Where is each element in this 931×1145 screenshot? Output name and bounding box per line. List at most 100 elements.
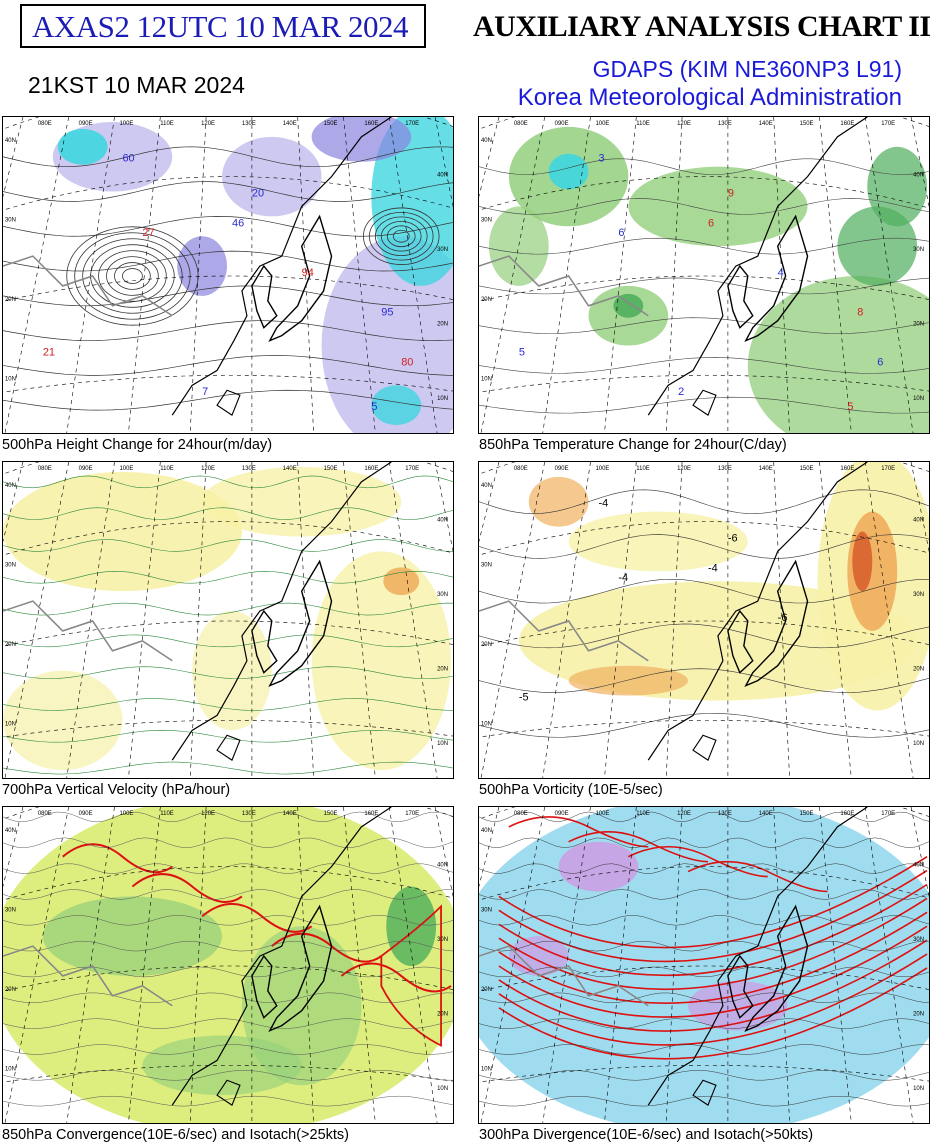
contour-line [3,915,453,926]
latitude-label: 20N [481,297,492,303]
latitude-label: 20N [913,322,924,328]
longitude-label: 100E [595,811,609,817]
latitude-label: 10N [481,376,492,382]
contour-line [90,244,175,308]
map-canvas: 080E 090E 100E 110E 120E 130E 140E 150E 160E 170E… [479,117,929,433]
latitude-label: 30N [913,592,924,598]
contour-value-label: 80 [401,356,413,368]
latitude-line [3,720,453,738]
isotach-line [62,843,173,874]
latitude-label: 30N [437,937,448,943]
latlon-grid [479,807,929,1123]
panel-700hpa-vertical-velocity: 080E 090E 100E 110E 120E 130E 140E 150E 160E 170E… [2,461,454,779]
chart-title: AUXILIARY ANALYSIS CHART II [473,10,931,43]
shaded-area [3,471,242,592]
latitude-line [3,275,453,302]
contour-line [479,623,929,649]
caption-300hpa-divergence: 300hPa Divergence(10E-6/sec) and Isotach… [479,1127,814,1143]
longitude-line [343,807,376,1123]
isotach-line [498,869,928,963]
latitude-line [479,275,929,302]
shaded-area [42,896,223,976]
shaded-area [192,611,272,731]
contour-value-label: -4 [708,562,718,574]
longitude-line [604,117,637,433]
longitude-label: 080E [514,811,528,817]
longitude-label: 090E [79,466,93,472]
contour-line [3,571,453,584]
field-shading [3,466,453,775]
contour-line [3,181,453,202]
contour-line [3,507,453,520]
korea-peninsula [251,264,278,329]
longitude-label: 120E [201,121,215,127]
latlon-grid [3,807,453,1123]
contour-value-label: 7 [202,386,208,398]
shaded-area [568,665,689,696]
latitude-label: 30N [437,247,448,253]
longitude-line [128,117,161,433]
contour-value-label: 2 [678,386,684,398]
contour-line [3,475,453,489]
longitude-label: 170E [405,466,419,472]
longitude-label: 150E [324,811,338,817]
coastline [3,807,392,1106]
isotach-line [508,816,649,848]
field-shading [479,807,929,1123]
longitude-line [864,117,914,433]
latitude-label: 10N [437,1086,448,1092]
map-canvas: 080E 090E 100E 110E 120E 130E 140E 150E 160E 170E… [3,462,453,778]
japan-islands [268,214,333,342]
isotach-line [201,903,313,933]
longitude-line [388,117,438,433]
field-shading [479,462,929,738]
latitude-label: 30N [481,217,492,223]
china-coastline [647,807,868,1106]
chart-code-box: AXAS2 12UTC 10 MAR 2024 [20,4,426,48]
longitude-line [864,462,914,778]
latitude-line [3,375,453,393]
longitude-label: 110E [160,121,174,127]
contour-line [3,863,453,874]
longitude-line [343,117,376,433]
longitude-label: 080E [38,811,52,817]
longitude-line [189,462,207,778]
panel-300hpa-divergence: 080E 090E 100E 110E 120E 130E 140E 150E 160E 170E… [478,806,930,1124]
contour-value-label: 60 [122,153,134,165]
china-coastline [647,462,868,761]
latitude-label: 30N [5,907,16,913]
coastline [3,117,392,416]
latitude-label: 40N [481,483,492,489]
korea-peninsula [727,264,754,329]
longitude-line [604,807,637,1123]
contour-value-label: 27 [142,227,154,239]
contour-line [3,285,453,307]
map-canvas: 080E 090E 100E 110E 120E 130E 140E 150E 160E 170E… [479,807,929,1123]
contour-line [479,277,929,295]
taiwan-island [216,734,241,761]
longitude-line [189,117,207,433]
latitude-label: 40N [437,173,448,179]
contour-line [3,940,453,952]
contour-line [98,250,167,302]
latitude-label: 10N [481,1066,492,1072]
latitude-label: 20N [5,987,16,993]
longitude-label: 080E [514,466,528,472]
longitude-line [480,807,546,1123]
contour-line [479,668,929,693]
longitude-line [4,117,70,433]
contour-line [479,489,929,514]
longitude-label: 120E [201,466,215,472]
longitude-label: 080E [38,121,52,127]
longitude-label: 090E [555,811,569,817]
longitude-label: 160E [840,121,854,127]
contour-value-label: -4 [598,498,608,510]
isotach-line [498,939,928,1032]
latitude-label: 30N [913,937,924,943]
longitude-line [66,117,115,433]
longitude-label: 140E [283,811,297,817]
longitude-label: 110E [160,811,174,817]
taiwan-island [692,734,717,761]
latitude-label: 10N [913,741,924,747]
shaded-area [528,476,589,527]
